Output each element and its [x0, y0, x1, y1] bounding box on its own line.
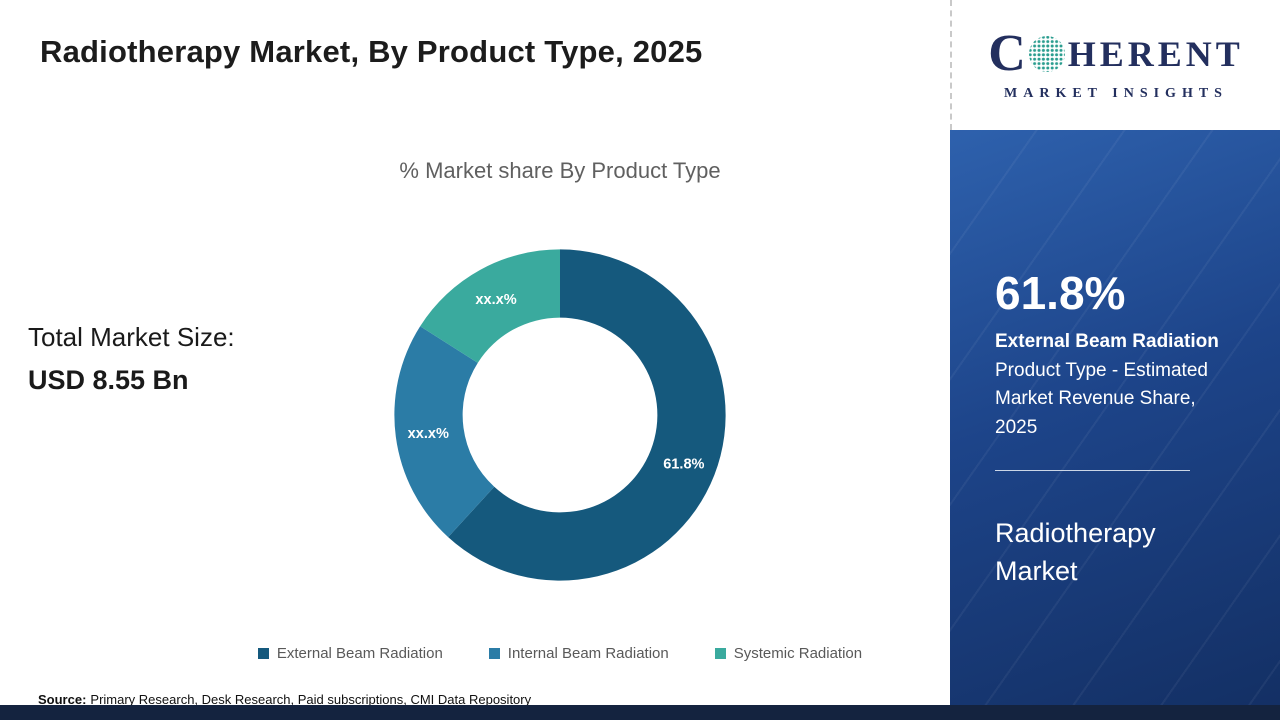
legend-marker-icon [714, 648, 726, 659]
donut-chart-svg[interactable]: 61.8% xx.x% xx.x% [378, 233, 742, 597]
donut-segment-1[interactable] [394, 326, 495, 538]
legend-marker-icon [488, 648, 500, 659]
market-size-value: USD 8.55 Bn [28, 365, 189, 395]
donut-segment-2[interactable] [420, 249, 560, 363]
legend-label: Systemic Radiation [733, 645, 863, 662]
donut-slice-label: xx.x% [408, 426, 449, 442]
stat-subtitle: Product Type - Estimated Market Revenue … [995, 359, 1208, 438]
stat-title: External Beam Radiation [995, 331, 1219, 352]
bottom-bar [0, 705, 1280, 720]
logo-letters-rest: HERENT [1067, 34, 1244, 74]
stat-value: 61.8% [995, 267, 1126, 319]
chart-legend: External Beam Radiation Internal Beam Ra… [160, 645, 960, 662]
legend-marker-icon [257, 648, 269, 659]
total-market-size: Total Market Size: USD 8.55 Bn [28, 322, 235, 396]
donut-segment-0[interactable] [448, 249, 726, 581]
divider [995, 470, 1190, 471]
market-name: Radiotherapy Market [995, 518, 1156, 586]
page-title: Radiotherapy Market, By Product Type, 20… [40, 34, 703, 69]
sidebar-panel: C HERENT MARKET INSIGHTS [950, 0, 1280, 720]
source-line: Source: Primary Research, Desk Research, … [38, 692, 531, 707]
legend-item-internal-beam-radiation[interactable]: Internal Beam Radiation [488, 645, 669, 662]
donut-slice-label: 61.8% [663, 457, 704, 473]
logo-letter-c: C [988, 25, 1026, 82]
legend-label: External Beam Radiation [276, 645, 443, 662]
brand-logo: C HERENT MARKET INSIGHTS [950, 0, 1280, 130]
donut-chart[interactable]: 61.8% xx.x% xx.x% [378, 233, 742, 597]
legend-item-systemic-radiation[interactable]: Systemic Radiation [714, 645, 863, 662]
logo-globe-icon [1028, 35, 1066, 73]
highlight-panel: 61.8% External Beam Radiation Product Typ… [950, 130, 1280, 720]
chart-area: Radiotherapy Market, By Product Type, 20… [28, 34, 862, 707]
chart-subtitle: % Market share By Product Type [399, 158, 721, 183]
source-label: Source: [38, 692, 87, 707]
legend-item-external-beam-radiation[interactable]: External Beam Radiation [257, 645, 443, 662]
legend-label: Internal Beam Radiation [507, 645, 669, 662]
market-size-label: Total Market Size: [28, 322, 235, 352]
donut-slice-label: xx.x% [475, 292, 516, 308]
stat-description: External Beam Radiation Product Type - Es… [995, 328, 1238, 442]
brand-logo-wordmark: C HERENT [988, 28, 1244, 80]
source-text: Primary Research, Desk Research, Paid su… [90, 692, 532, 707]
logo-subtitle: MARKET INSIGHTS [1004, 86, 1228, 101]
